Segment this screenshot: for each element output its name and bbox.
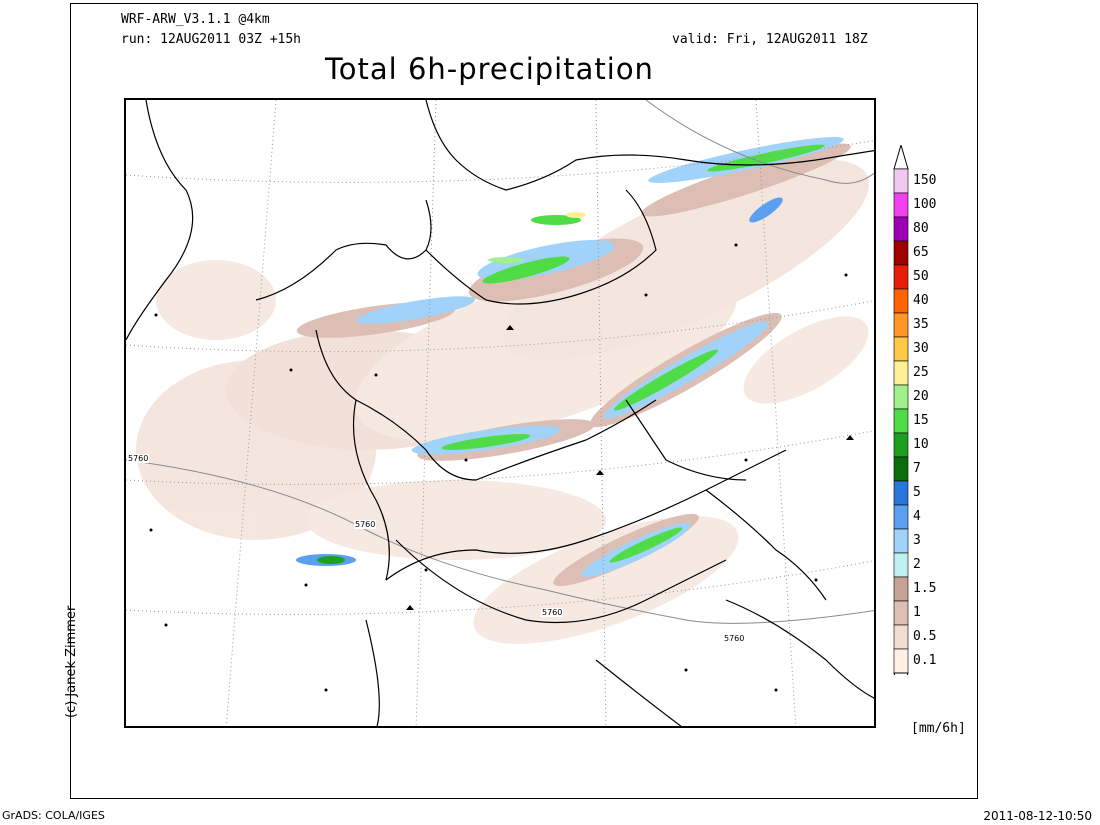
legend-level-label: 50 xyxy=(913,269,929,284)
precipitation-map: 5760 5760 5760 5760 xyxy=(124,98,876,728)
legend-level-label: 5 xyxy=(913,485,921,500)
precip-green-areas xyxy=(317,144,825,564)
legend-swatch xyxy=(893,648,909,674)
legend-level-label: 10 xyxy=(913,437,929,452)
legend-swatch xyxy=(893,480,909,506)
legend-level-label: 25 xyxy=(913,365,929,380)
contour-label: 5760 xyxy=(723,634,746,643)
legend-level-label: 35 xyxy=(913,317,929,332)
legend-level-label: 100 xyxy=(913,197,937,212)
legend-swatch xyxy=(893,384,909,410)
legend-level-label: 7 xyxy=(913,461,921,476)
footer-software: GrADS: COLA/IGES xyxy=(2,809,105,822)
legend-swatch xyxy=(893,288,909,314)
legend-swatch xyxy=(893,240,909,266)
legend-level-label: 20 xyxy=(913,389,929,404)
legend-level-label: 0.1 xyxy=(913,653,937,668)
legend-bottom-arrow xyxy=(893,672,909,675)
legend-level-label: 65 xyxy=(913,245,929,260)
legend-swatch xyxy=(893,216,909,242)
footer-timestamp: 2011-08-12-10:50 xyxy=(983,809,1092,823)
legend-swatch xyxy=(893,504,909,530)
contour-label: 5760 xyxy=(541,608,564,617)
legend-swatch xyxy=(893,528,909,554)
legend-level-label: 0.5 xyxy=(913,629,937,644)
legend-level-label: 1 xyxy=(913,605,921,620)
color-legend: 150 100 80 65 50 40 35 30 25 20 15 10 7 5 4 3 2 1.5 1 0.5 0.… xyxy=(893,145,1013,675)
legend-swatch xyxy=(893,192,909,218)
legend-level-label: 80 xyxy=(913,221,929,236)
legend-swatch xyxy=(893,312,909,338)
legend-level-label: 30 xyxy=(913,341,929,356)
lat-lon-grid xyxy=(126,100,874,726)
legend-top-arrow xyxy=(893,145,909,170)
legend-level-label: 40 xyxy=(913,293,929,308)
legend-swatch xyxy=(893,360,909,386)
legend-swatch xyxy=(893,624,909,650)
station-markers xyxy=(149,243,854,692)
legend-bar xyxy=(893,145,909,675)
borders xyxy=(126,100,874,726)
legend-swatch xyxy=(893,408,909,434)
legend-level-label: 1.5 xyxy=(913,581,937,596)
copyright-text: (c) Janek Zimmer xyxy=(64,605,79,718)
units-label: [mm/6h] xyxy=(911,721,966,736)
plot-frame xyxy=(70,3,978,799)
legend-level-label: 15 xyxy=(913,413,929,428)
legend-swatch xyxy=(893,432,909,458)
precip-light-areas xyxy=(136,159,870,644)
model-label: WRF-ARW_V3.1.1 @4km xyxy=(121,12,270,27)
legend-level-label: 4 xyxy=(913,509,921,524)
legend-level-label: 2 xyxy=(913,557,921,572)
legend-swatch xyxy=(893,600,909,626)
valid-label: valid: Fri, 12AUG2011 18Z xyxy=(672,32,868,47)
legend-level-label: 3 xyxy=(913,533,921,548)
contour-label: 5760 xyxy=(127,454,150,463)
map-title: Total 6h-precipitation xyxy=(325,52,654,86)
legend-level-label: 150 xyxy=(913,173,937,188)
geopotential-contour xyxy=(126,100,874,624)
legend-swatch xyxy=(893,456,909,482)
map-canvas xyxy=(126,100,874,726)
legend-swatch xyxy=(893,264,909,290)
legend-swatch xyxy=(893,576,909,602)
contour-label: 5760 xyxy=(354,520,377,529)
legend-swatch xyxy=(893,552,909,578)
legend-swatch xyxy=(893,336,909,362)
legend-swatch xyxy=(893,168,909,194)
run-label: run: 12AUG2011 03Z +15h xyxy=(121,32,302,47)
